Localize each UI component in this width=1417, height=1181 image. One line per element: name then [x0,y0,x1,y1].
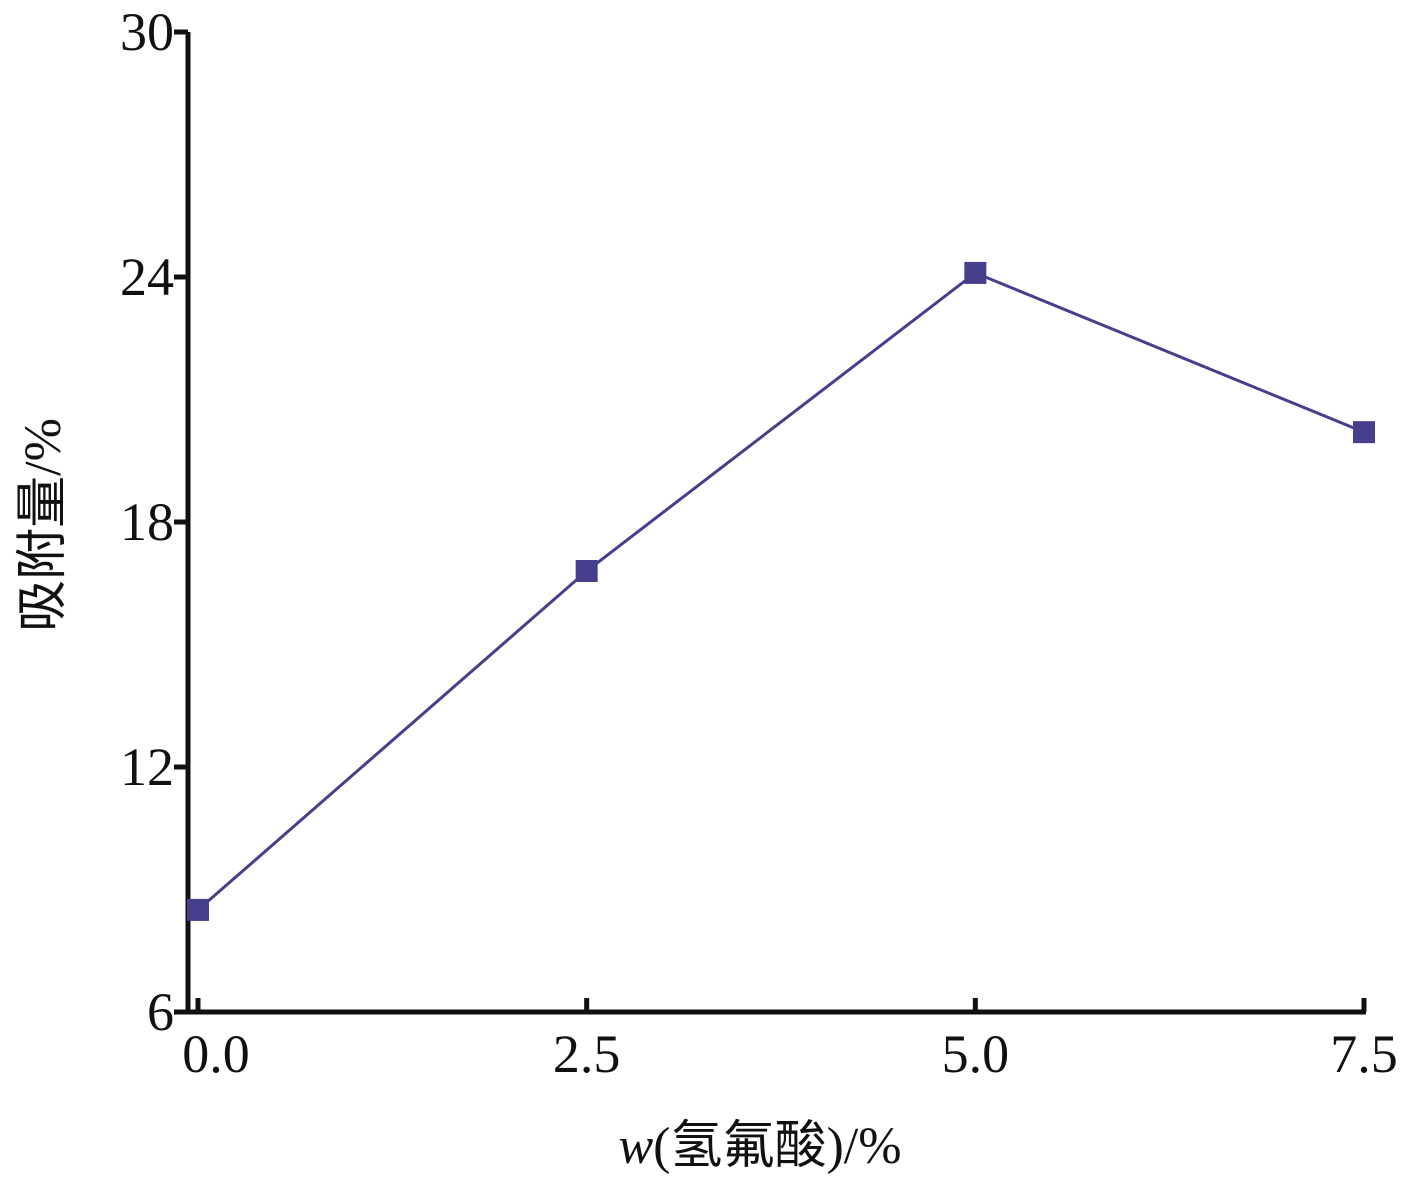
y-tick-label: 18 [120,492,174,552]
y-tick-label: 6 [147,982,174,1042]
x-tick-label: 5.0 [942,1024,1010,1084]
data-point-marker [964,261,987,284]
x-tick-label: 7.5 [1330,1024,1398,1084]
y-tick-label: 12 [120,737,174,797]
y-tick-label: 30 [120,2,174,62]
x-tick-label: 2.5 [553,1024,621,1084]
data-point-marker [187,898,209,921]
series-layer [187,261,1375,921]
data-point-marker [1353,421,1375,444]
tick-labels: 6 12 18 24 30 0.0 2.5 5.0 7.5 [120,2,1398,1084]
x-axis-title-var: w [618,1118,653,1175]
axes [174,29,1367,1015]
x-tick-label: 0.0 [182,1024,250,1084]
y-tick-label: 24 [120,247,174,307]
x-axis-title: w(氢氟酸)/% [618,1118,901,1175]
y-axis-title: 吸附量/% [15,418,72,632]
series-line [197,271,1365,912]
data-point-marker [575,560,598,582]
x-axis-title-rest: (氢氟酸)/% [653,1118,901,1175]
